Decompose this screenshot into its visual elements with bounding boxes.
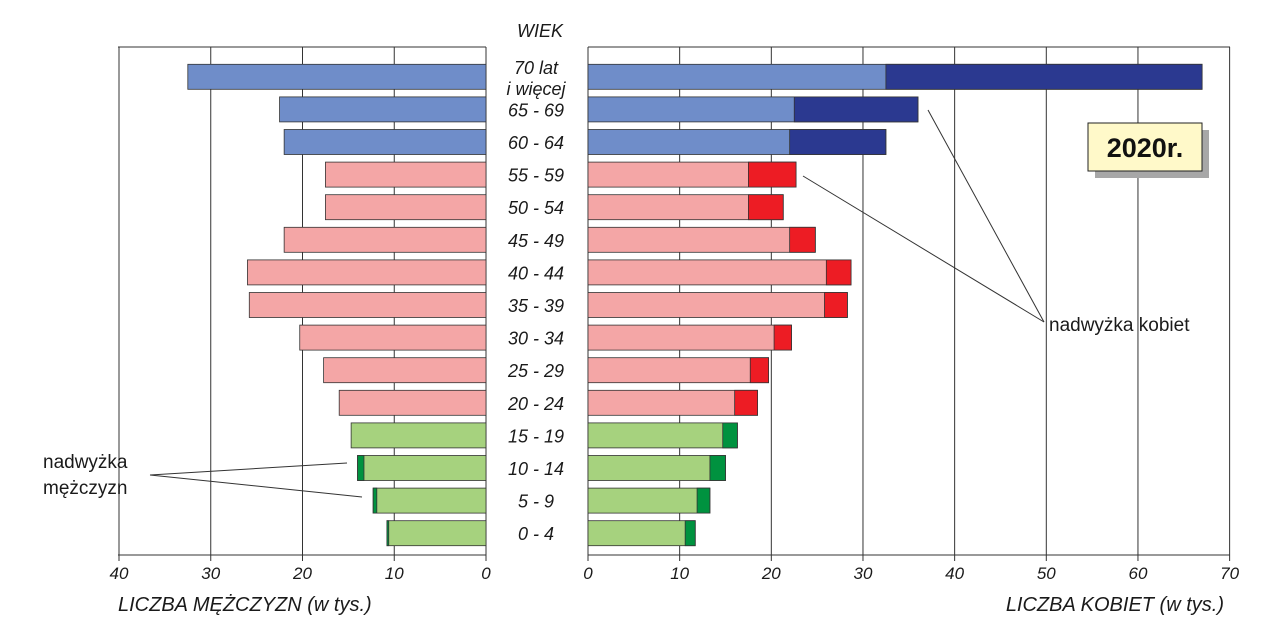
male-bar-3	[325, 161, 487, 188]
male-bar-9	[323, 357, 487, 384]
female-surplus-leader-1	[927, 109, 1045, 323]
male-tick-label-20: 20	[292, 564, 312, 583]
female-bar-6	[587, 259, 852, 286]
male-surplus-label-line2: mężczyzn	[43, 478, 127, 499]
female-tick-label-70: 70	[1220, 564, 1239, 583]
age-label-7: 35 - 39	[508, 296, 564, 316]
male-bar-14	[386, 520, 487, 547]
age-label-3: 55 - 59	[508, 166, 564, 186]
male-tick-label-40: 40	[110, 564, 129, 583]
male-bar-1	[279, 96, 487, 123]
female-axis-title: LICZBA KOBIET (w tys.)	[1006, 594, 1224, 616]
year-badge: 2020r.	[1087, 122, 1209, 178]
age-label-4: 50 - 54	[508, 198, 564, 218]
male-axis-title: LICZBA MĘŻCZYZN (w tys.)	[118, 594, 372, 616]
male-bar-12	[357, 455, 487, 481]
age-label-13: 5 - 9	[518, 492, 554, 512]
female-bar-11	[587, 422, 738, 449]
female-bar-8	[587, 324, 792, 351]
female-surplus-bar-8	[773, 324, 792, 351]
female-tick-label-30: 30	[854, 564, 873, 583]
age-label-6: 40 - 44	[508, 263, 564, 283]
female-bar-5	[587, 226, 816, 253]
age-label-1: 65 - 69	[508, 100, 564, 120]
female-surplus-bar-6	[825, 259, 852, 286]
male-bar-2	[283, 129, 487, 155]
male-bar-7	[248, 292, 487, 318]
age-label-2: 60 - 64	[508, 133, 564, 153]
year-badge-text: 2020r.	[1107, 133, 1184, 163]
female-tick-label-50: 50	[1037, 564, 1056, 583]
female-surplus-bar-0	[885, 63, 1203, 90]
female-tick-label-10: 10	[670, 564, 689, 583]
male-surplus-leader-2	[149, 474, 363, 498]
female-surplus-annotation: nadwyżka kobiet	[802, 109, 1190, 336]
female-surplus-bar-9	[749, 357, 769, 384]
male-surplus-annotation: nadwyżka mężczyzn	[43, 452, 363, 499]
age-label-9: 25 - 29	[507, 361, 564, 381]
female-bar-13	[587, 487, 711, 514]
age-label-11: 15 - 19	[508, 426, 564, 446]
female-surplus-bar-1	[793, 96, 919, 123]
male-surplus-label-line1: nadwyżka	[43, 452, 128, 473]
female-tick-label-40: 40	[945, 564, 964, 583]
female-bar-10	[587, 389, 758, 416]
age-label-0-line-1: i więcej	[506, 79, 566, 99]
male-bar-0	[187, 63, 487, 90]
female-surplus-label: nadwyżka kobiet	[1049, 315, 1190, 336]
female-surplus-bar-13	[696, 487, 711, 514]
female-tick-label-20: 20	[761, 564, 781, 583]
male-bar-4	[325, 194, 487, 221]
male-surplus-bar-14	[386, 520, 390, 547]
female-bar-12	[587, 455, 726, 481]
bars-layer	[187, 63, 1203, 547]
age-label-14: 0 - 4	[518, 524, 554, 544]
female-surplus-leader-2	[802, 175, 1045, 323]
female-bar-14	[587, 520, 696, 547]
male-bar-13	[372, 487, 487, 514]
female-tick-label-60: 60	[1128, 564, 1147, 583]
male-surplus-leader-1	[149, 462, 348, 476]
female-surplus-bar-12	[709, 455, 726, 481]
age-label-12: 10 - 14	[508, 459, 564, 479]
female-surplus-bar-14	[684, 520, 696, 547]
female-surplus-bar-5	[789, 226, 816, 253]
female-bar-9	[587, 357, 769, 384]
female-bar-7	[587, 292, 848, 318]
age-label-10: 20 - 24	[507, 394, 564, 414]
male-tick-label-0: 0	[481, 564, 491, 583]
male-bar-8	[299, 324, 487, 351]
age-label-5: 45 - 49	[508, 231, 564, 251]
female-tick-label-0: 0	[583, 564, 593, 583]
male-bar-11	[350, 422, 487, 449]
male-surplus-bar-13	[372, 487, 378, 514]
male-tick-label-30: 30	[201, 564, 220, 583]
age-label-8: 30 - 34	[508, 329, 564, 349]
male-bar-10	[338, 389, 487, 416]
male-surplus-bar-12	[357, 455, 365, 481]
female-surplus-bar-4	[748, 194, 784, 221]
male-tick-label-10: 10	[385, 564, 404, 583]
female-surplus-bar-2	[789, 129, 887, 155]
male-bar-5	[283, 226, 487, 253]
female-surplus-bar-3	[748, 161, 797, 188]
female-surplus-bar-7	[824, 292, 848, 318]
age-label-0-line-0: 70 lat	[514, 58, 559, 78]
female-surplus-bar-11	[722, 422, 738, 449]
year-badge-box	[1087, 122, 1203, 172]
male-bar-6	[247, 259, 487, 286]
age-header: WIEK	[517, 21, 564, 41]
female-surplus-bar-10	[734, 389, 758, 416]
